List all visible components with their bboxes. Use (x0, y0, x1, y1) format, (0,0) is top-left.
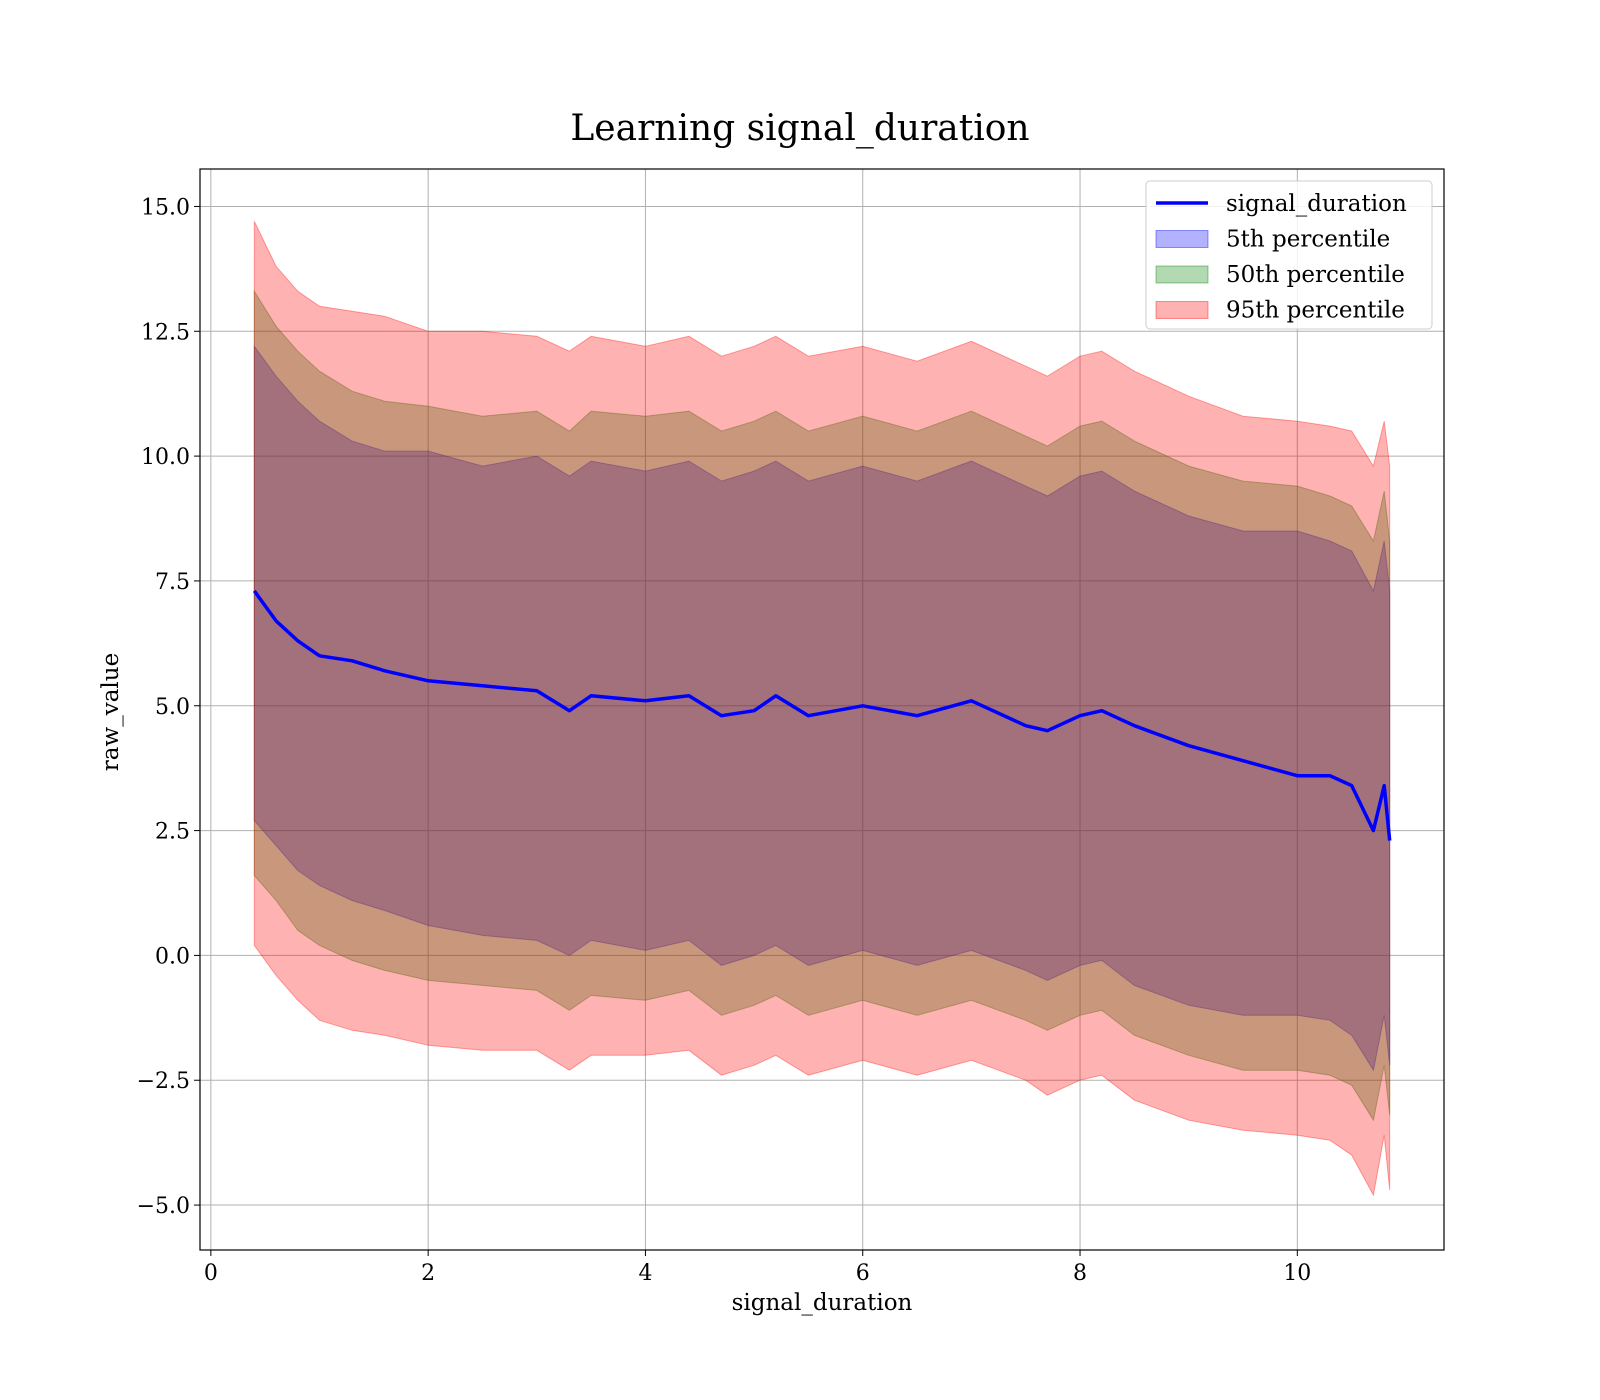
percentile-bands (253, 221, 1391, 1197)
legend-swatch-patch (1155, 265, 1209, 284)
band-50th-percentile (253, 289, 1391, 1122)
legend-swatch-patch (1155, 230, 1209, 248)
chart-title: Learning signal_duration (570, 108, 1029, 149)
y-tick-label: 10.0 (141, 445, 190, 470)
legend-label: signal_duration (1226, 191, 1407, 217)
y-tick-label: −5.0 (137, 1194, 190, 1219)
x-tick-label: 4 (638, 1261, 652, 1286)
x-tick-label: 8 (1073, 1261, 1087, 1286)
x-axis-title: signal_duration (732, 1290, 913, 1316)
x-tick-label: 10 (1283, 1261, 1311, 1286)
y-tick-label: 12.5 (141, 320, 190, 345)
legend-box (1145, 180, 1433, 330)
y-axis-title: raw_value (98, 653, 124, 771)
legend-label: 50th percentile (1226, 262, 1405, 288)
y-tick-label: −2.5 (137, 1069, 190, 1094)
x-tick-label: 2 (421, 1261, 435, 1286)
y-tick-label: 7.5 (155, 570, 190, 595)
legend: signal_duration 5th percentile 50th percen… (1145, 180, 1433, 330)
plot-frame (199, 168, 1445, 1251)
legend-label: 5th percentile (1226, 227, 1390, 253)
series-line-layer (252, 589, 1392, 841)
x-tick-label: 0 (204, 1261, 218, 1286)
band-5th-percentile (253, 344, 1391, 1072)
y-tick-label: 0.0 (155, 944, 190, 969)
y-tick-label: 2.5 (155, 820, 190, 845)
y-tick-label: 15.0 (141, 195, 190, 220)
grid (200, 169, 1444, 1250)
y-tick-label: 5.0 (155, 695, 190, 720)
x-tick-label: 6 (856, 1261, 870, 1286)
legend-swatch-patch (1155, 301, 1209, 319)
axis-ticks: 0 2 4 6 8 10 −5.0 −2.5 0.0 2.5 5.0 7.5 10.0 12.5 15.0 (137, 195, 1312, 1286)
band-95th-percentile (253, 221, 1391, 1197)
legend-label: 95th percentile (1226, 298, 1405, 324)
